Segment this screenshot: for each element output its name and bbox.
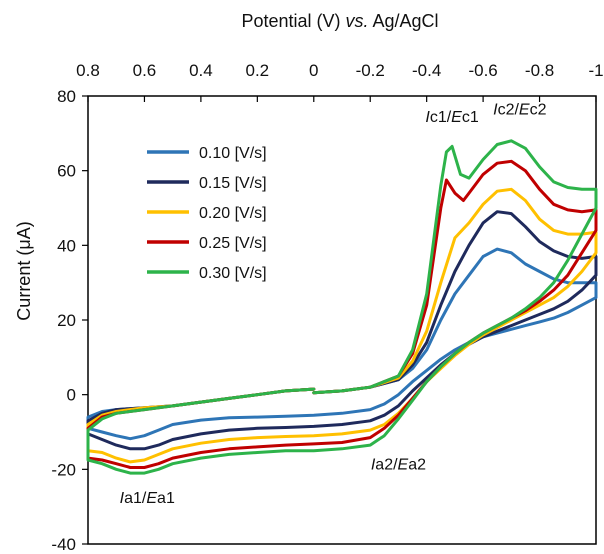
peak-annotation-4: Ia1/Ea1: [120, 490, 175, 507]
x-tick-label--0.8: -0.8: [525, 61, 554, 80]
peak-annotation-1: Ic1/Ec1: [425, 109, 478, 126]
x-tick-label--0.4: -0.4: [412, 61, 441, 80]
series-line-5: [86, 139, 598, 475]
peak-annotation-2: Ic2/Ec2: [493, 102, 546, 119]
legend-label-2: 0.15 [V/s]: [199, 175, 267, 192]
plot-area: -40 -20 0 20 40 60 800.8 0.6 0.4 0.2 0 -0.2 -0.4 -0.6…: [51, 61, 603, 554]
x-tick-label-0.4: 0.4: [189, 61, 213, 80]
series-line-4: [86, 159, 598, 469]
x-tick-label-0.2: 0.2: [246, 61, 270, 80]
legend-label-5: 0.30 [V/s]: [199, 265, 267, 282]
x-tick-label--0.6: -0.6: [468, 61, 497, 80]
x-tick-label--1: -1: [588, 61, 603, 80]
y-tick-label-20: 20: [57, 311, 76, 330]
y-tick-label--40: -40: [51, 535, 76, 554]
legend-label-3: 0.20 [V/s]: [199, 205, 267, 222]
legend-label-4: 0.25 [V/s]: [199, 235, 267, 252]
x-axis-title-italic: vs.: [345, 11, 368, 31]
y-tick-label-0: 0: [67, 386, 76, 405]
plot-frame: [87, 95, 597, 545]
legend-label-1: 0.10 [V/s]: [199, 145, 267, 162]
y-tick-label-60: 60: [57, 162, 76, 181]
x-tick-label-0.6: 0.6: [133, 61, 157, 80]
peak-annotation-3: Ia2/Ea2: [371, 456, 426, 473]
x-axis-title-reference: Ag/AgCl: [369, 11, 439, 31]
y-tick-label--20: -20: [51, 460, 76, 479]
x-tick-label-0: 0: [309, 61, 318, 80]
y-tick-label-40: 40: [57, 236, 76, 255]
series-line-1: [86, 247, 598, 441]
y-axis-title: Current (μA): [14, 221, 34, 320]
x-axis-title: Potential (V) vs. Ag/AgCl: [241, 11, 438, 31]
x-tick-label-0.8: 0.8: [76, 61, 100, 80]
y-tick-label-80: 80: [57, 87, 76, 106]
x-tick-label--0.2: -0.2: [356, 61, 385, 80]
x-axis-title-main: Potential (V): [241, 11, 345, 31]
